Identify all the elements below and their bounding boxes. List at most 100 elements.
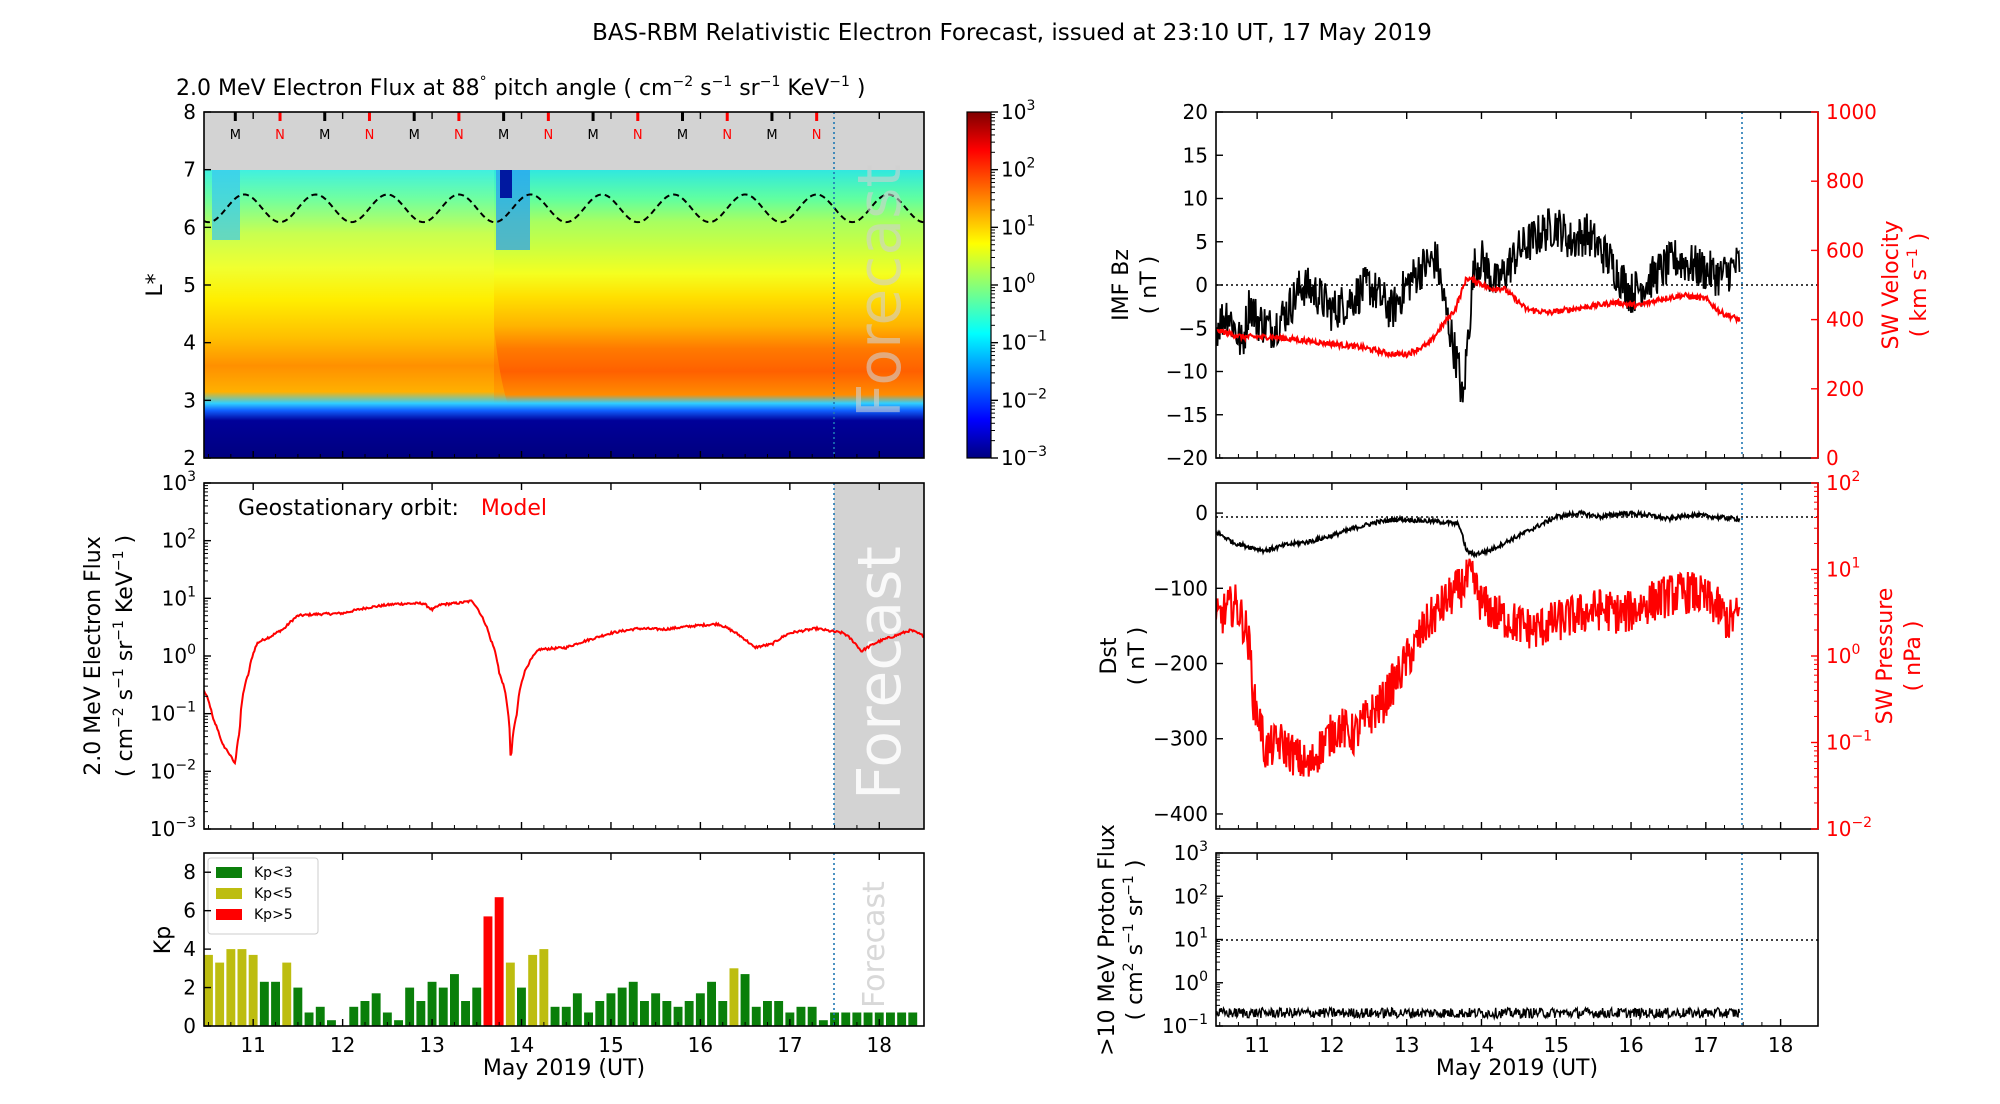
dst-y-tick-label: −400 <box>1153 802 1208 826</box>
dst-y-tick-label: −100 <box>1153 576 1208 600</box>
kp-forecast-label: Forecast <box>857 881 892 1008</box>
flux-map-panel: 2.0 MeV Electron Flux at 88° pitch angle… <box>143 74 925 470</box>
kp-bar <box>673 1006 683 1026</box>
kp-bar <box>405 987 415 1026</box>
kp-bar <box>304 1012 314 1026</box>
kp-x-tick-label: 14 <box>509 1033 534 1057</box>
kp-bar <box>897 1012 907 1026</box>
imf-y-tick-label: −20 <box>1166 446 1208 470</box>
kp-bar <box>684 1001 694 1026</box>
sw-pressure-tick-label: 10−1 <box>1826 729 1872 755</box>
kp-bar <box>763 1001 772 1026</box>
proton-x-ticks: 11 12 13 14 15 16 17 18 <box>1219 853 1793 1057</box>
kp-panel: Forecast Kp<3 Kp<5 Kp>5 0 2 4 6 8 11 12 13 14 15… <box>151 852 925 1081</box>
mn-marker-label: N <box>633 128 643 143</box>
dst-frame <box>1215 482 1819 830</box>
geo-model-line <box>204 599 924 766</box>
kp-bar <box>572 993 582 1026</box>
imf-y-tick-label: 10 <box>1183 187 1208 211</box>
colorbar: 103 102 101 100 10−1 10−2 10−3 <box>966 98 1047 470</box>
kp-bars <box>204 897 918 1026</box>
kp-bar <box>327 1020 336 1026</box>
flux-map-outer-cyan-1 <box>212 170 240 240</box>
mn-marker-label: M <box>409 128 420 143</box>
kp-bar <box>483 916 493 1026</box>
kp-bar <box>461 1001 470 1026</box>
kp-xlabel: May 2019 (UT) <box>483 1056 645 1081</box>
geo-y-tick-label: 10−1 <box>150 700 196 726</box>
flux-map-y-tick-label: 4 <box>183 331 196 355</box>
imf-y-tick-label: 0 <box>1195 273 1208 297</box>
kp-x-ticks: 11 12 13 14 15 16 17 18 <box>207 853 892 1057</box>
kp-x-tick-label: 16 <box>688 1033 713 1057</box>
dst-y-tick-label: −300 <box>1153 727 1208 751</box>
proton-x-tick-label: 13 <box>1394 1033 1419 1057</box>
kp-bar <box>729 968 739 1026</box>
imf-y-tick-label: −15 <box>1166 403 1208 427</box>
imf-y-tick-label: −5 <box>1179 316 1208 340</box>
flux-map-y-tick-label: 3 <box>183 388 196 412</box>
kp-legend: Kp<3 Kp<5 Kp>5 <box>207 857 319 935</box>
geo-forecast-label: Forecast <box>845 546 915 800</box>
imf-y-tick-label: 15 <box>1183 143 1208 167</box>
flux-map-forecast-label: Forecast <box>845 164 915 418</box>
kp-bar <box>852 1012 862 1026</box>
dst-ylabel-line2: ( nT ) <box>1125 627 1150 686</box>
mn-marker-label: N <box>722 128 732 143</box>
proton-y-tick-label: 10−1 <box>1162 1012 1208 1038</box>
kp-x-tick-label: 18 <box>867 1033 892 1057</box>
sw-velocity-tick-label: 400 <box>1826 308 1864 332</box>
dst-line <box>1216 509 1741 559</box>
sw-velocity-line <box>1216 274 1741 359</box>
proton-x-tick-label: 18 <box>1768 1033 1793 1057</box>
proton-x-tick-label: 15 <box>1544 1033 1569 1057</box>
proton-x-tick-label: 11 <box>1244 1033 1269 1057</box>
geo-y-tick-label: 102 <box>162 527 196 553</box>
mn-marker-label: N <box>275 128 285 143</box>
flux-map-storm-boundary <box>470 170 508 458</box>
sw-velocity-tick-label: 200 <box>1826 377 1864 401</box>
kp-bar <box>382 1012 392 1026</box>
flux-map-ylabel: L* <box>143 273 168 296</box>
kp-bar <box>494 897 504 1026</box>
dst-x-ticks <box>1219 483 1782 829</box>
kp-bar <box>584 1012 593 1026</box>
kp-bar <box>517 987 526 1026</box>
kp-bar <box>796 1006 806 1026</box>
kp-bar <box>707 981 716 1026</box>
proton-y-tick-label: 101 <box>1174 926 1208 952</box>
kp-bar <box>450 974 459 1026</box>
proton-x-tick-label: 12 <box>1319 1033 1344 1057</box>
mn-marker-label: N <box>543 128 553 143</box>
sw-pressure-ticks: 102 101 100 10−1 10−2 <box>1811 469 1872 841</box>
kp-bar <box>695 993 705 1026</box>
colorbar-tick-label: 103 <box>1001 98 1035 124</box>
proton-panel: 103 102 101 100 10−1 11 12 13 14 15 16 17 18 >10 Me… <box>1095 824 1819 1081</box>
sw-pressure-label-line1: SW Pressure <box>1873 588 1898 725</box>
kp-bar <box>628 981 638 1026</box>
kp-bar <box>886 1012 895 1026</box>
proton-x-tick-label: 16 <box>1618 1033 1643 1057</box>
kp-bar <box>394 1020 403 1026</box>
kp-bar <box>774 1001 784 1026</box>
imf-x-ticks <box>1219 112 1782 458</box>
proton-ylabel-line2: ( cm2 s−1 sr−1 ) <box>1121 860 1148 1021</box>
dst-y-ticks: 0 −100 −200 −300 −400 <box>1153 501 1223 826</box>
kp-bar <box>215 962 225 1026</box>
mn-marker-label: M <box>587 128 598 143</box>
sw-velocity-tick-label: 0 <box>1826 446 1839 470</box>
flux-map-outer-dark-1 <box>500 170 512 198</box>
kp-bar <box>640 1001 649 1026</box>
kp-bar <box>271 981 280 1026</box>
flux-map-pre-storm <box>204 170 494 458</box>
sw-pressure-tick-label: 100 <box>1826 642 1860 668</box>
mn-marker-label: M <box>498 128 509 143</box>
kp-y-ticks: 0 2 4 6 8 <box>183 860 211 1038</box>
kp-bar <box>371 993 381 1026</box>
colorbar-tick-label: 101 <box>1001 213 1035 239</box>
kp-x-tick-label: 11 <box>240 1033 265 1057</box>
kp-legend-label-2: Kp<5 <box>254 886 293 902</box>
sw-velocity-label-line1: SW Velocity <box>1879 220 1904 349</box>
